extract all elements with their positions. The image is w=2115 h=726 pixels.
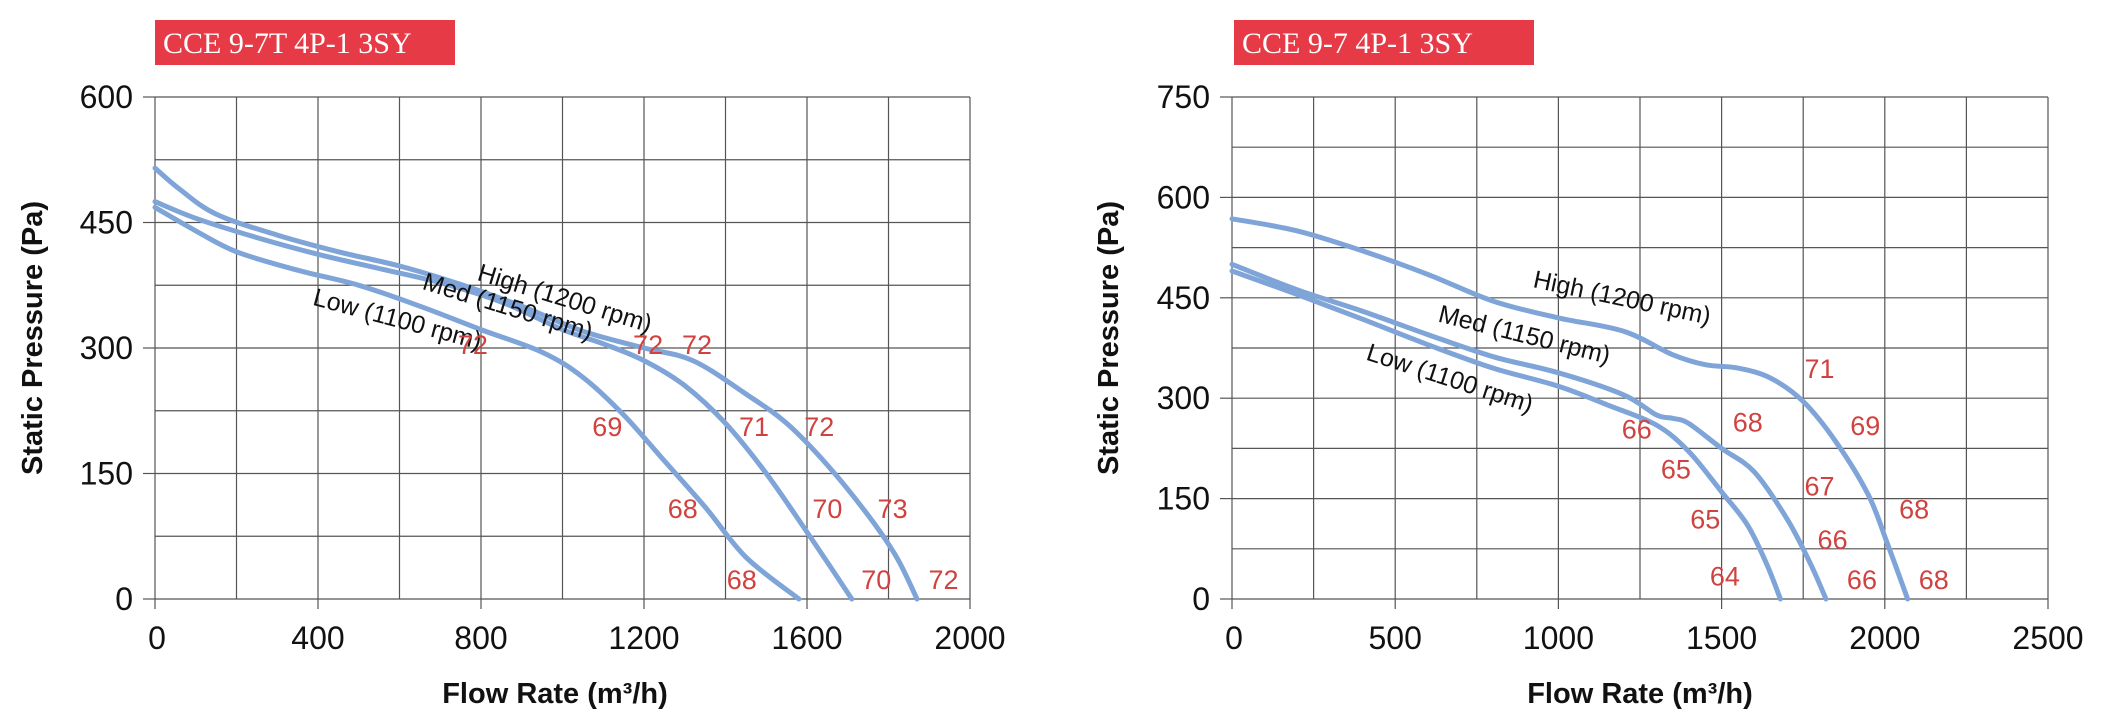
series-line-high bbox=[152, 165, 920, 602]
x-tick-label: 800 bbox=[454, 620, 507, 656]
sound-level-label: 64 bbox=[1710, 562, 1740, 592]
sound-level-label: 66 bbox=[1847, 565, 1877, 595]
sound-level-label: 71 bbox=[739, 412, 769, 442]
sound-level-label: 65 bbox=[1690, 505, 1720, 535]
series-line-med bbox=[152, 199, 855, 602]
sound-level-label: 67 bbox=[1804, 471, 1834, 501]
series-line-low bbox=[1229, 268, 1783, 602]
y-axis-label: Static Pressure (Pa) bbox=[17, 201, 49, 475]
chart-2: CCE 9-7 4P-1 3SY 0 150 300 450 600 750 0 500 1000… bbox=[1093, 20, 2084, 710]
x-tick-label: 1600 bbox=[771, 620, 842, 656]
chart-title-bg bbox=[155, 20, 455, 65]
series-line-med bbox=[1229, 261, 1829, 602]
sound-level-label: 72 bbox=[458, 330, 488, 360]
sound-level-label: 68 bbox=[1919, 565, 1949, 595]
x-tick-label: 1200 bbox=[608, 620, 679, 656]
x-axis-label: Flow Rate (m³/h) bbox=[1527, 678, 1753, 710]
chart-title-bg bbox=[1234, 20, 1534, 65]
sound-level-label: 69 bbox=[1850, 411, 1880, 441]
chart-1: CCE 9-7T 4P-1 3SY 0 150 300 450 600 0 400 800 120… bbox=[17, 20, 1006, 710]
sound-level-label: 66 bbox=[1818, 525, 1848, 555]
y-tick-label: 750 bbox=[1157, 79, 1210, 115]
sound-level-label: 69 bbox=[592, 412, 622, 442]
chart-title: CCE 9-7T 4P-1 3SY bbox=[163, 27, 412, 60]
y-tick-label: 450 bbox=[1157, 280, 1210, 316]
sound-level-label: 65 bbox=[1661, 455, 1691, 485]
sound-level-label: 70 bbox=[812, 494, 842, 524]
y-tick-label: 150 bbox=[1157, 481, 1210, 517]
sound-level-label: 68 bbox=[668, 494, 698, 524]
x-tick-label: 400 bbox=[291, 620, 344, 656]
sound-level-label: 73 bbox=[878, 494, 908, 524]
y-tick-label: 450 bbox=[80, 205, 133, 241]
chart-title: CCE 9-7 4P-1 3SY bbox=[1242, 27, 1473, 60]
x-tick-label: 500 bbox=[1369, 620, 1422, 656]
y-tick-label: 600 bbox=[80, 79, 133, 115]
y-tick-label: 600 bbox=[1157, 179, 1210, 215]
sound-level-label: 72 bbox=[804, 412, 834, 442]
sound-level-label: 72 bbox=[633, 330, 663, 360]
x-tick-label: 2000 bbox=[1849, 620, 1920, 656]
y-tick-label: 0 bbox=[115, 581, 133, 617]
series-line-high bbox=[1229, 216, 1911, 602]
x-tick-label: 2000 bbox=[934, 620, 1005, 656]
x-tick-label: 1500 bbox=[1686, 620, 1757, 656]
x-axis-label: Flow Rate (m³/h) bbox=[442, 678, 668, 710]
sound-level-label: 70 bbox=[861, 565, 891, 595]
y-tick-label: 300 bbox=[1157, 380, 1210, 416]
y-tick-label: 150 bbox=[80, 456, 133, 492]
y-axis-label: Static Pressure (Pa) bbox=[1093, 201, 1125, 475]
x-tick-label: 1000 bbox=[1523, 620, 1594, 656]
y-tick-label: 300 bbox=[80, 330, 133, 366]
x-tick-label: 0 bbox=[148, 620, 166, 656]
y-tick-label: 0 bbox=[1192, 581, 1210, 617]
x-tick-label: 2500 bbox=[2012, 620, 2083, 656]
sound-level-label: 68 bbox=[1733, 408, 1763, 438]
sound-level-label: 68 bbox=[1899, 495, 1929, 525]
series-line-low bbox=[152, 204, 802, 602]
sound-level-label: 72 bbox=[928, 565, 958, 595]
sound-level-label: 71 bbox=[1804, 354, 1834, 384]
sound-level-label: 66 bbox=[1622, 414, 1652, 444]
sound-level-label: 68 bbox=[727, 565, 757, 595]
sound-level-label: 72 bbox=[682, 330, 712, 360]
x-tick-label: 0 bbox=[1225, 620, 1243, 656]
